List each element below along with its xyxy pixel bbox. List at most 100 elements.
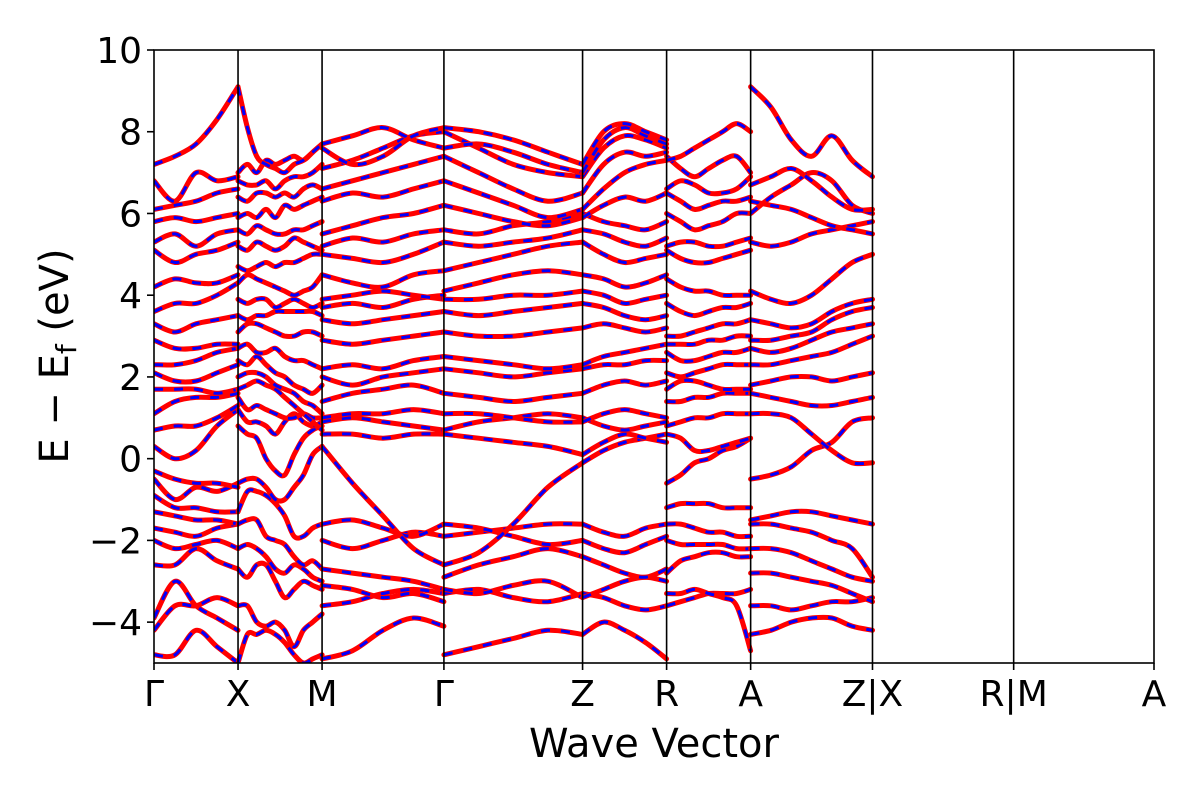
x-axis-ticks: Γ X M Γ Z R A Z|X R|M A: [144, 663, 1167, 715]
band-line-series-b: [443, 154, 584, 203]
band-line-series-b: [666, 432, 752, 454]
band-line-series-b: [443, 367, 583, 379]
band-line-series-b: [666, 122, 752, 162]
band-line-series-b: [154, 212, 239, 224]
band-line-series-b: [443, 228, 583, 248]
y-tick-label: 2: [119, 358, 142, 399]
band-line-series-b: [154, 281, 239, 313]
band-line-series-b: [154, 228, 239, 248]
x-axis-title: Wave Vector: [529, 721, 780, 767]
band-line-series-b: [237, 543, 323, 583]
band-line-series-b: [443, 179, 583, 220]
band-line-series-b: [154, 346, 239, 367]
y-axis-title-main: E − E: [32, 354, 78, 464]
band-line-series-b: [581, 122, 668, 166]
band-line-series-b: [154, 510, 239, 526]
band-line-series-b: [750, 615, 873, 636]
band-line-series-b: [665, 436, 752, 485]
y-axis-title-subscript: f: [50, 343, 83, 354]
band-line-series-b: [582, 228, 668, 248]
band-line-series-b: [749, 171, 874, 215]
x-tick-label: M: [307, 674, 338, 715]
band-line-series-b: [236, 273, 324, 297]
band-line-series-b: [237, 379, 324, 432]
band-line-series-b: [237, 252, 323, 273]
band-line-series-b: [237, 297, 323, 310]
band-line-series-b: [237, 220, 323, 236]
band-line-series-b: [581, 620, 668, 661]
band-line-series-b: [665, 154, 752, 179]
band-line-series-b: [321, 416, 445, 432]
band-line-series-b: [237, 342, 323, 371]
band-line-series-b: [321, 126, 445, 150]
band-line-series-b: [443, 412, 583, 432]
band-line-series-b: [582, 289, 667, 305]
band-line-series-b: [665, 211, 751, 232]
band-line-series-b: [154, 391, 239, 416]
band-line-series-b: [321, 228, 445, 248]
band-line-series-b: [750, 509, 873, 526]
band-line-series-a: [154, 627, 241, 663]
band-line-series-b: [666, 522, 751, 539]
band-line-series-b: [321, 203, 445, 236]
band-line-series-b: [582, 379, 667, 395]
band-line-series-b: [443, 126, 584, 166]
band-line-series-b: [582, 408, 667, 424]
band-line-series-b: [321, 367, 445, 387]
band-line-series-b: [237, 424, 323, 478]
band-line-series-b: [582, 273, 668, 289]
band-line-series-b: [582, 534, 668, 555]
band-line-series-b: [236, 628, 323, 663]
band-line-series-b: [750, 220, 873, 248]
band-line-series-b: [665, 378, 751, 392]
x-tick-label: Z|X: [842, 674, 903, 715]
band-line-series-b: [321, 383, 445, 403]
y-axis-ticks: −4 −2 0 2 4 6 8 10: [89, 31, 154, 644]
band-line-series-b: [443, 522, 583, 538]
band-line-series-b: [750, 297, 873, 330]
band-line-series-b: [321, 330, 445, 346]
band-line-series-b: [443, 628, 583, 657]
y-tick-label: 4: [119, 276, 142, 317]
band-line-series-b: [322, 432, 444, 440]
band-line-series-b: [321, 269, 445, 289]
band-line-series-b: [582, 358, 667, 371]
band-line-series-b: [665, 301, 752, 318]
high-symmetry-lines: [237, 50, 1015, 663]
band-line-series-b: [581, 150, 667, 194]
band-line-series-b: [443, 326, 583, 339]
band-line-series-b: [154, 338, 239, 351]
band-line-series-b: [237, 195, 323, 220]
band-line-series-b: [750, 199, 873, 236]
band-line-series-b: [154, 494, 239, 514]
band-line-series-b: [665, 248, 752, 265]
band-line-series-b: [582, 301, 667, 322]
band-line-series-b: [666, 411, 751, 428]
band-line-series-b: [666, 362, 751, 379]
band-line-series-b: [236, 321, 323, 339]
band-line-series-b: [666, 501, 751, 510]
band-line-series-b: [321, 567, 445, 591]
band-line-series-b: [666, 538, 751, 551]
band-line-series-b: [154, 547, 239, 571]
band-line-series-b: [582, 416, 667, 432]
band-line-series-b: [443, 461, 584, 567]
band-line-series-b: [154, 404, 239, 432]
band-line-series-b: [666, 587, 753, 652]
band-line-series-b: [443, 411, 583, 424]
band-line-series-b: [750, 522, 874, 579]
band-line-series-b: [666, 318, 752, 338]
band-line-series-b: [236, 488, 323, 540]
band-line-series-b: [321, 408, 445, 420]
x-tick-label: X: [226, 674, 251, 715]
band-line-series-b: [154, 240, 239, 265]
band-line-series-b: [154, 85, 240, 166]
y-tick-label: 10: [96, 31, 142, 72]
band-line-series-b: [443, 269, 583, 293]
band-line-series-b: [582, 592, 667, 612]
band-line-series-b: [582, 522, 667, 538]
y-tick-label: −4: [89, 603, 142, 644]
band-line-series-b: [237, 370, 324, 415]
band-line-series-b: [154, 579, 239, 632]
band-line-series-b: [750, 322, 873, 354]
